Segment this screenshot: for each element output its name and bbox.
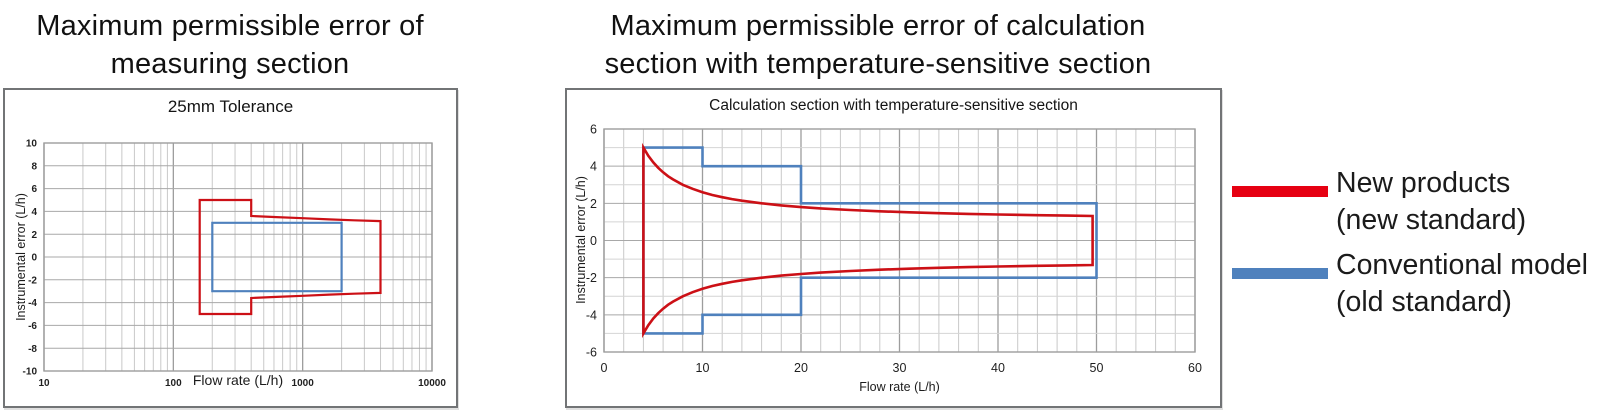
series-conventional: [642, 146, 1098, 335]
svg-text:100: 100: [165, 378, 182, 389]
svg-text:30: 30: [893, 361, 907, 375]
svg-text:0: 0: [31, 253, 37, 264]
svg-text:1000: 1000: [292, 378, 315, 389]
page-title-calculation-line2: section with temperature-sensitive secti…: [604, 48, 1152, 80]
series-conventional: [211, 221, 343, 293]
chart-title-calculation: Calculation section with temperature-sen…: [709, 97, 1078, 114]
svg-text:0: 0: [590, 234, 597, 248]
page-title-calculation: Maximum permissible error of calculation…: [552, 7, 1204, 83]
chart-title-measuring: 25mm Tolerance: [167, 97, 294, 116]
svg-text:-4: -4: [28, 298, 37, 309]
svg-text:-6: -6: [28, 321, 37, 332]
svg-text:-6: -6: [586, 346, 597, 360]
legend-label-conventional-model-line2: (old standard): [1336, 286, 1512, 318]
chart-panel-calculation: Calculation section with temperature-sen…: [565, 88, 1222, 408]
svg-text:10000: 10000: [418, 378, 446, 389]
svg-text:-10: -10: [23, 367, 38, 378]
series-new: [198, 198, 382, 316]
svg-text:6: 6: [31, 184, 37, 195]
legend-swatch-new-products: [1232, 186, 1328, 197]
chart-panel-measuring: 25mm Tolerance 10 100 1000 10000 10 8 6 4 2 0 -2 -4…: [3, 88, 458, 408]
svg-text:40: 40: [991, 361, 1005, 375]
legend-label-new-products-line2: (new standard): [1336, 204, 1527, 236]
svg-text:2: 2: [590, 197, 597, 211]
svg-text:6: 6: [590, 123, 597, 137]
svg-text:-2: -2: [28, 275, 37, 286]
svg-text:0: 0: [601, 361, 608, 375]
svg-text:4: 4: [31, 207, 37, 218]
legend-swatch-conventional-model: [1232, 268, 1328, 279]
legend-label-conventional-model-line1: Conventional model: [1336, 249, 1588, 281]
page-title-calculation-line1: Maximum permissible error of calculation: [610, 10, 1146, 42]
series-new: [642, 142, 1094, 339]
svg-text:10: 10: [696, 361, 710, 375]
svg-text:-8: -8: [28, 344, 37, 355]
svg-text:20: 20: [794, 361, 808, 375]
svg-text:50: 50: [1090, 361, 1104, 375]
legend-label-conventional-model: Conventional model (old standard): [1336, 247, 1588, 321]
svg-text:10: 10: [38, 378, 50, 389]
svg-text:2: 2: [31, 230, 37, 241]
legend-label-new-products: New products (new standard): [1336, 165, 1526, 239]
svg-text:10: 10: [26, 139, 38, 150]
page-title-measuring-line2: measuring section: [110, 48, 350, 80]
y-axis-label-measuring: Instrumental error (L/h): [14, 193, 28, 321]
svg-text:8: 8: [31, 161, 37, 172]
measuring-plot: 10 100 1000 10000 10 8 6 4 2 0 -2 -4 -6 -8 -10: [23, 139, 447, 389]
svg-text:4: 4: [590, 160, 597, 174]
svg-text:-2: -2: [586, 271, 597, 285]
legend-label-new-products-line1: New products: [1336, 167, 1511, 199]
legend: New products (new standard) Conventional…: [1232, 165, 1600, 345]
page-title-measuring: Maximum permissible error of measuring s…: [0, 7, 460, 83]
x-axis-label-calculation: Flow rate (L/h): [859, 380, 940, 394]
y-axis-label-calculation: Instrumental error (L/h): [574, 176, 588, 304]
x-axis-label-measuring: Flow rate (L/h): [192, 372, 284, 388]
page-title-measuring-line1: Maximum permissible error of: [36, 10, 424, 42]
svg-text:-4: -4: [586, 308, 597, 322]
svg-text:60: 60: [1188, 361, 1202, 375]
